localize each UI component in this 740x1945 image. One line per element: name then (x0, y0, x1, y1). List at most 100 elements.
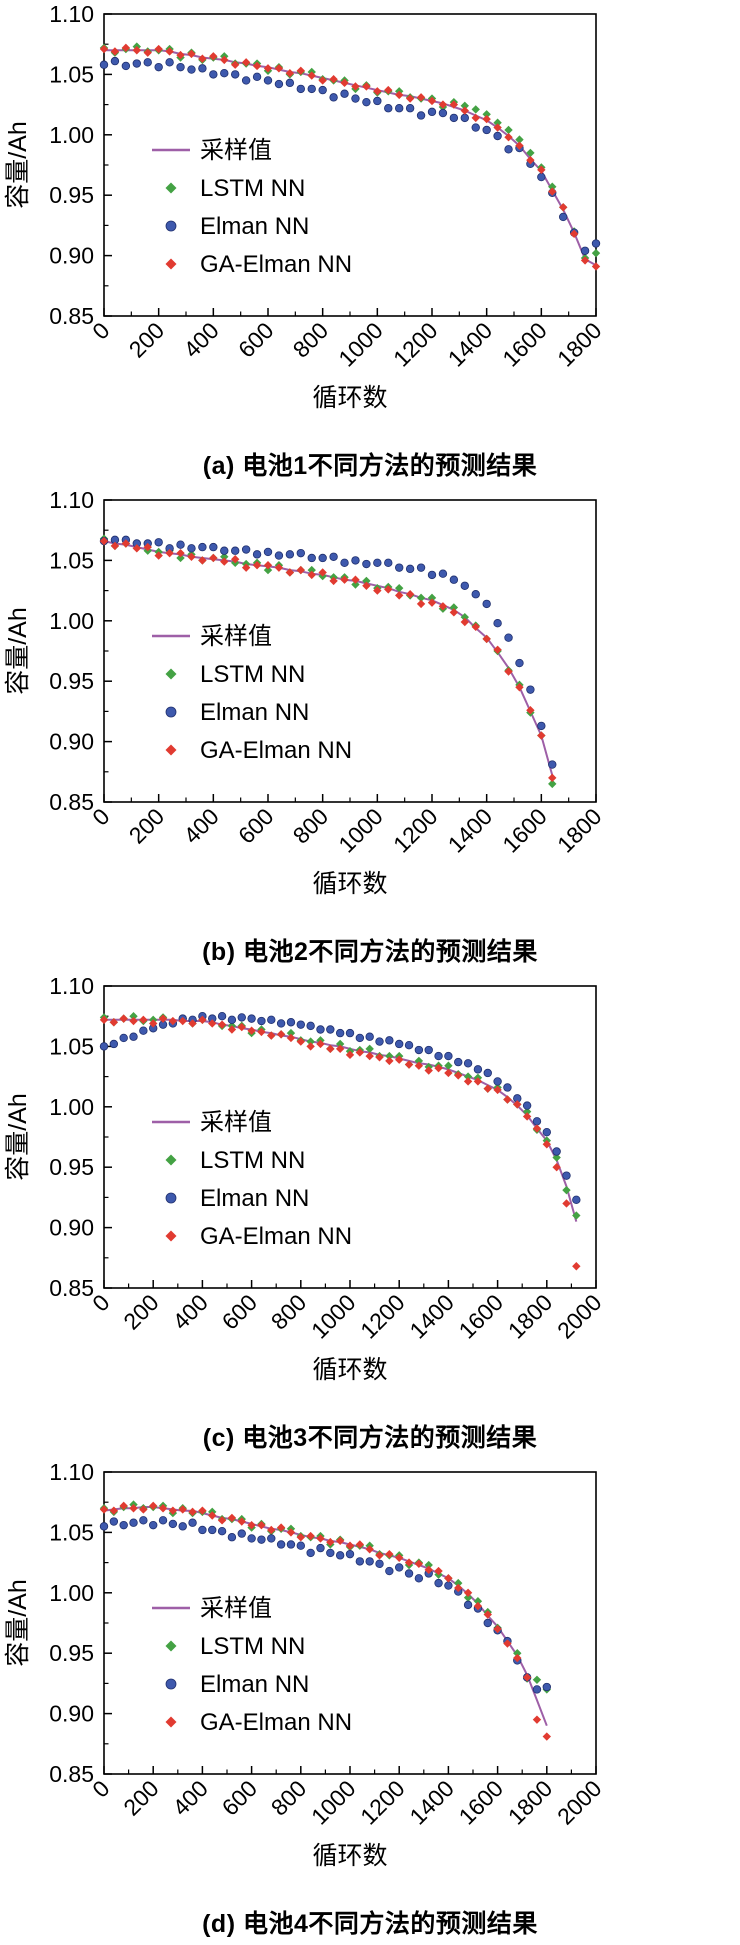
data-point-circle (274, 79, 284, 89)
data-point-circle (460, 113, 469, 123)
data-point-circle (247, 1534, 256, 1543)
data-point-diamond (198, 1506, 207, 1515)
data-point-diamond (263, 64, 273, 73)
data-point-diamond (99, 44, 109, 54)
series-points-elman (99, 56, 601, 255)
y-axis-title: 容量/Ah (4, 607, 32, 695)
data-point-circle (375, 1559, 384, 1569)
data-point-circle (482, 599, 491, 609)
data-point-circle (384, 104, 393, 113)
y-tick-label: 0.95 (49, 1640, 94, 1666)
data-point-circle (109, 1517, 119, 1526)
chart-c-canvas: 0.85 0.90 0.95 1.00 1.05 1.10 0 200 400 600 800100… (4, 973, 607, 1384)
chart-c-caption: (c) 电池3不同方法的预测结果 (202, 1424, 538, 1452)
data-point-diamond (286, 1528, 296, 1537)
data-point-circle (424, 1045, 433, 1055)
data-point-circle (416, 111, 426, 120)
data-point-circle (559, 212, 568, 222)
data-point-diamond (537, 731, 546, 740)
legend-label: GA-Elman NN (200, 1709, 352, 1736)
y-tick-label: 1.00 (49, 1094, 94, 1120)
data-point-diamond (365, 1545, 374, 1554)
x-tick-label: 1400 (404, 1775, 459, 1830)
data-point-circle (542, 1682, 551, 1692)
data-point-circle (110, 56, 120, 66)
data-point-diamond (285, 68, 295, 78)
data-point-diamond (307, 71, 316, 80)
x-tick-label: 1600 (454, 1289, 509, 1344)
data-point-diamond (424, 1560, 433, 1570)
data-point-circle (365, 1032, 374, 1041)
data-point-circle (483, 1618, 492, 1628)
x-tick-label: 1000 (333, 803, 388, 858)
x-tick-label: 1000 (333, 317, 388, 372)
data-point-circle (143, 58, 152, 67)
data-point-diamond (168, 1016, 178, 1026)
data-point-diamond (119, 1014, 128, 1023)
y-tick-label: 0.85 (49, 1761, 94, 1787)
data-point-circle (227, 1015, 237, 1025)
legend-diamond-marker (165, 1640, 177, 1652)
data-point-diamond (351, 82, 360, 91)
x-tick-label: 200 (124, 317, 170, 363)
data-point-diamond (306, 1042, 315, 1051)
data-point-diamond (296, 1037, 305, 1046)
data-point-circle (329, 552, 338, 561)
x-tick-label: 1000 (306, 1289, 361, 1344)
data-point-diamond (493, 645, 502, 654)
data-point-circle (373, 558, 382, 568)
data-point-circle (493, 619, 502, 628)
data-point-circle (139, 1026, 148, 1035)
data-point-circle (241, 545, 251, 554)
data-point-circle (335, 1028, 345, 1038)
data-point-diamond (208, 1019, 217, 1028)
y-tick-label: 0.90 (49, 243, 94, 269)
data-point-circle (355, 1033, 365, 1043)
data-point-circle (537, 172, 546, 182)
data-point-diamond (427, 96, 437, 106)
data-point-diamond (515, 683, 524, 692)
data-point-circle (209, 70, 218, 79)
legend-label: LSTM NN (200, 1147, 305, 1174)
data-point-circle (444, 1051, 453, 1061)
data-point-diamond (515, 135, 524, 144)
data-point-diamond (548, 187, 557, 196)
data-point-diamond (231, 60, 240, 69)
data-point-diamond (591, 248, 601, 258)
data-point-diamond (526, 705, 535, 715)
series-line-sampled (103, 1506, 548, 1727)
y-tick-label: 1.10 (49, 1, 94, 27)
legend-diamond-marker (165, 1230, 177, 1242)
y-tick-label: 1.10 (49, 487, 94, 513)
x-tick-label: 1800 (552, 317, 607, 372)
data-point-circle (247, 1014, 256, 1023)
data-point-circle (176, 62, 185, 72)
data-point-diamond (188, 1019, 197, 1028)
chart-panel-a: 0.85 0.90 0.95 1.00 1.05 1.10 0 200 400 600 800 100… (0, 0, 740, 486)
data-point-diamond (143, 542, 152, 552)
data-point-circle (483, 1068, 492, 1078)
data-point-circle (351, 556, 360, 565)
data-point-diamond (252, 61, 262, 71)
data-point-circle (165, 58, 174, 67)
data-point-diamond (373, 87, 382, 96)
y-tick-label: 1.00 (49, 1580, 94, 1606)
data-point-circle (351, 94, 360, 103)
legend-circle-marker (165, 220, 177, 232)
data-point-diamond (395, 591, 404, 600)
data-point-circle (148, 1520, 158, 1530)
data-point-circle (404, 1569, 414, 1578)
x-tick-label: 1400 (404, 1289, 459, 1344)
data-point-diamond (404, 1558, 414, 1567)
data-point-diamond (460, 101, 469, 111)
data-point-diamond (454, 1578, 463, 1588)
data-point-diamond (414, 1056, 424, 1066)
data-point-circle (158, 1516, 168, 1525)
data-point-circle (591, 239, 601, 248)
y-tick-label: 1.00 (49, 608, 94, 634)
data-point-circle (384, 558, 393, 568)
y-tick-label: 0.90 (49, 729, 94, 755)
series-points-lstm (99, 1012, 581, 1220)
legend-diamond-marker (165, 668, 177, 680)
data-point-diamond (424, 1066, 433, 1075)
